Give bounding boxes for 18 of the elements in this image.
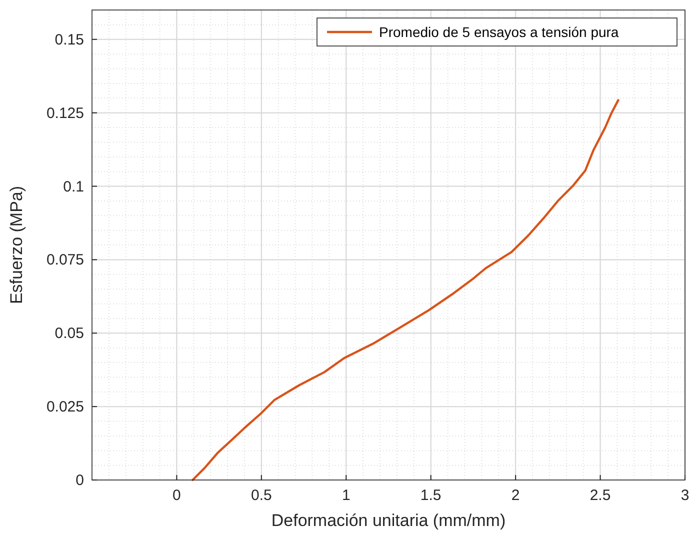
x-tick-label: 2.5 (590, 487, 611, 504)
y-tick-label: 0 (76, 472, 84, 489)
y-axis-title: Esfuerzo (MPa) (7, 186, 26, 304)
x-tick-label: 0 (172, 487, 181, 504)
x-tick-label: 3 (680, 487, 690, 504)
x-axis-title: Deformación unitaria (mm/mm) (271, 511, 506, 530)
x-tick-label: 0.5 (251, 487, 272, 504)
x-tick-label: 1.5 (420, 487, 442, 504)
y-tick-label: 0.125 (46, 104, 84, 122)
y-tick-label: 0.15 (54, 31, 84, 48)
line-series (192, 99, 620, 482)
x-tick-label: 1 (342, 487, 350, 504)
legend-label: Promedio de 5 ensayos a tensión pura (379, 24, 619, 40)
y-tick-label: 0.075 (46, 252, 84, 269)
y-tick-label: 0.1 (63, 178, 84, 196)
y-tick-label: 0.05 (54, 325, 84, 342)
y-tick-label: 0.025 (46, 398, 84, 416)
x-tick-label: 2 (511, 487, 520, 504)
